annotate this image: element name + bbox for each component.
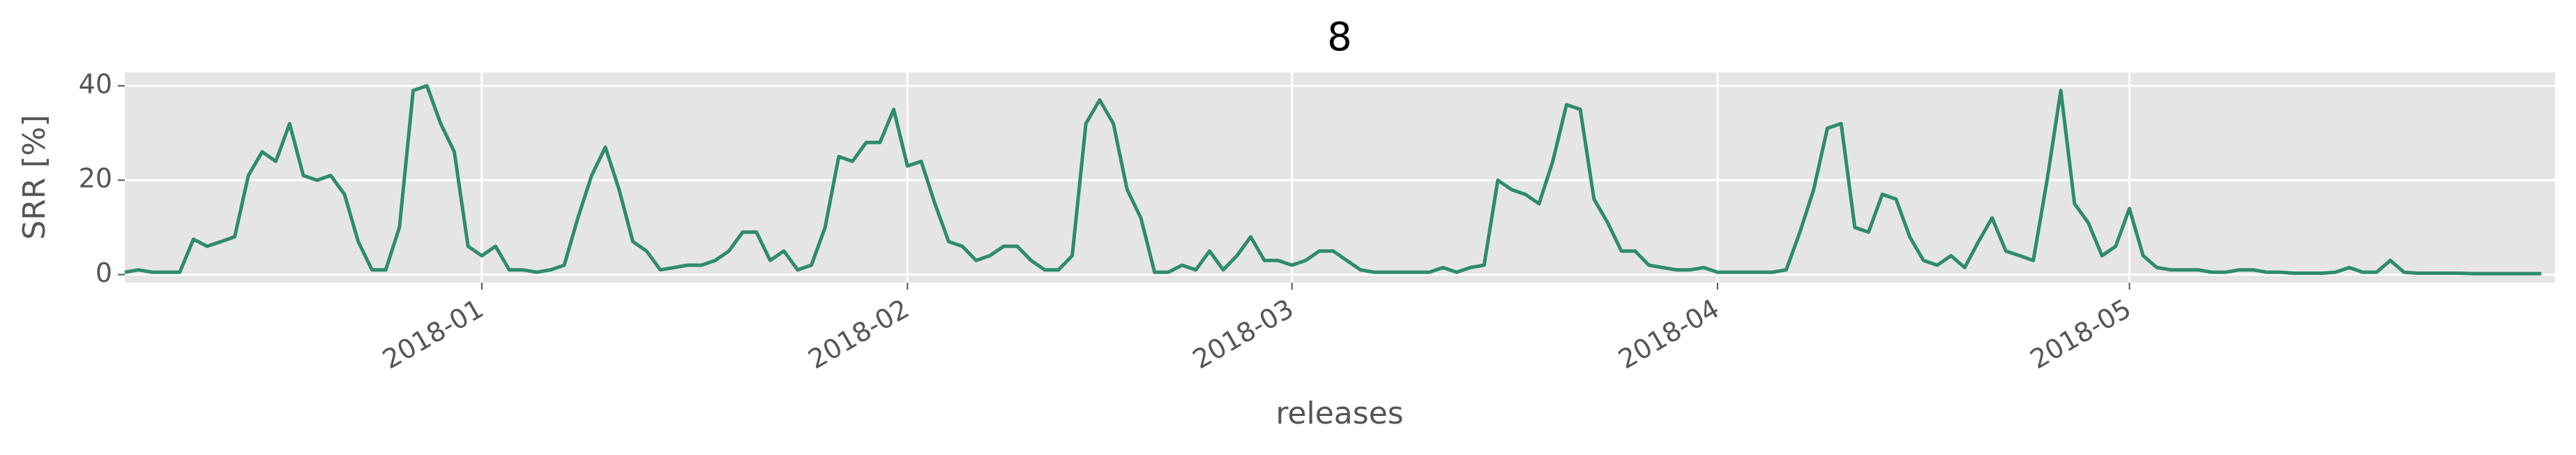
x-tick-label: 2018-02 xyxy=(803,293,915,375)
plot-area xyxy=(125,73,2555,283)
x-axis-label: releases xyxy=(1275,396,1403,431)
data-line xyxy=(124,84,2542,276)
x-tick-label: 2018-01 xyxy=(377,293,489,375)
x-tick-label: 2018-03 xyxy=(1188,293,1299,375)
y-tick-label: 20 xyxy=(79,163,112,194)
y-tick-label: 0 xyxy=(96,258,112,288)
x-tick-label: 2018-04 xyxy=(1613,293,1725,375)
y-axis-label: SRR [%] xyxy=(17,114,52,239)
y-tick-label: 40 xyxy=(79,68,112,99)
chart-title: 8 xyxy=(1327,15,1352,60)
x-tick-label: 2018-05 xyxy=(2025,293,2137,375)
